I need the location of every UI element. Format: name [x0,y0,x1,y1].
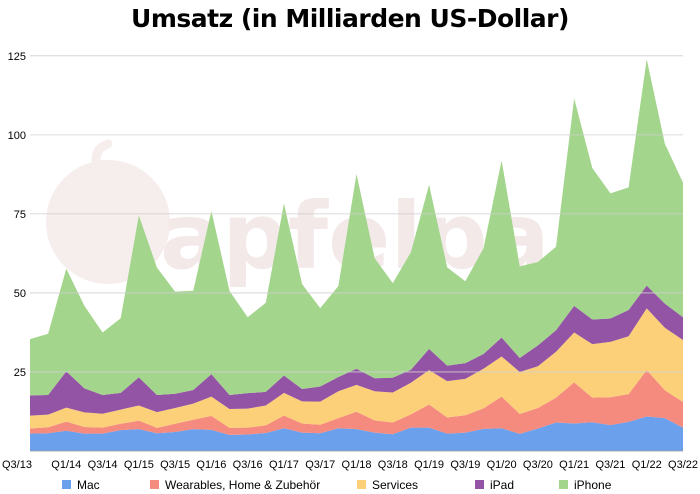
x-tick-label: Q1/22 [632,459,662,471]
x-tick-label: Q1/21 [559,459,589,471]
x-tick-label: Q1/15 [124,459,154,471]
legend-swatch-iphone [559,480,568,489]
area-ipad [30,285,683,416]
x-tick-label: Q1/19 [414,459,444,471]
y-tick-label: 100 [8,130,26,142]
x-tick-label: Q3/21 [595,459,625,471]
x-tick-label: Q1/16 [196,459,226,471]
x-axis: Q3/13 Q1/14 Q3/14 Q1/15 Q3/15 Q1/16 Q3/16 Q1/17… [2,459,698,471]
area-iphone [30,59,683,396]
legend-label-iphone: iPhone [574,478,612,492]
gridlines [30,55,683,452]
legend-swatch-ipad [475,480,484,489]
watermark-apple-leaf [91,139,113,165]
x-tick-label: Q3/20 [523,459,553,471]
y-axis: 25 50 75 100 125 [8,51,26,379]
x-tick-label: Q1/14 [51,459,81,471]
legend-swatch-wearables-home-zubeh-r [150,480,159,489]
x-tick-label: Q3/15 [160,459,190,471]
y-tick-label: 50 [14,288,26,300]
area-series-group [30,59,683,451]
x-tick-label: Q3/16 [233,459,263,471]
x-tick-label: Q3/13 [2,459,32,471]
x-tick-label: Q1/17 [269,459,299,471]
area-services [30,308,683,429]
legend-label-wearables-home-zubeh-r: Wearables, Home & Zubehör [165,478,320,492]
x-tick-label: Q1/20 [487,459,517,471]
area-mac [30,416,683,451]
chart-title: Umsatz (in Milliarden US-Dollar) [131,4,569,33]
x-tick-label: Q3/14 [88,459,118,471]
legend: Mac Wearables, Home & Zubehör Services iPad… [62,478,612,492]
x-tick-label: Q3/22 [668,459,698,471]
x-tick-label: Q3/17 [305,459,335,471]
x-tick-label: Q3/18 [378,459,408,471]
legend-label-ipad: iPad [490,478,514,492]
x-tick-label: Q3/19 [450,459,480,471]
legend-label-mac: Mac [77,478,100,492]
y-tick-label: 125 [8,51,26,63]
y-tick-label: 75 [14,209,26,221]
legend-swatch-services [357,480,366,489]
y-tick-label: 25 [14,367,26,379]
area-wearables-home-zubeh-r [30,370,683,435]
legend-label-services: Services [372,478,418,492]
legend-swatch-mac [62,480,71,489]
x-tick-label: Q1/18 [342,459,372,471]
